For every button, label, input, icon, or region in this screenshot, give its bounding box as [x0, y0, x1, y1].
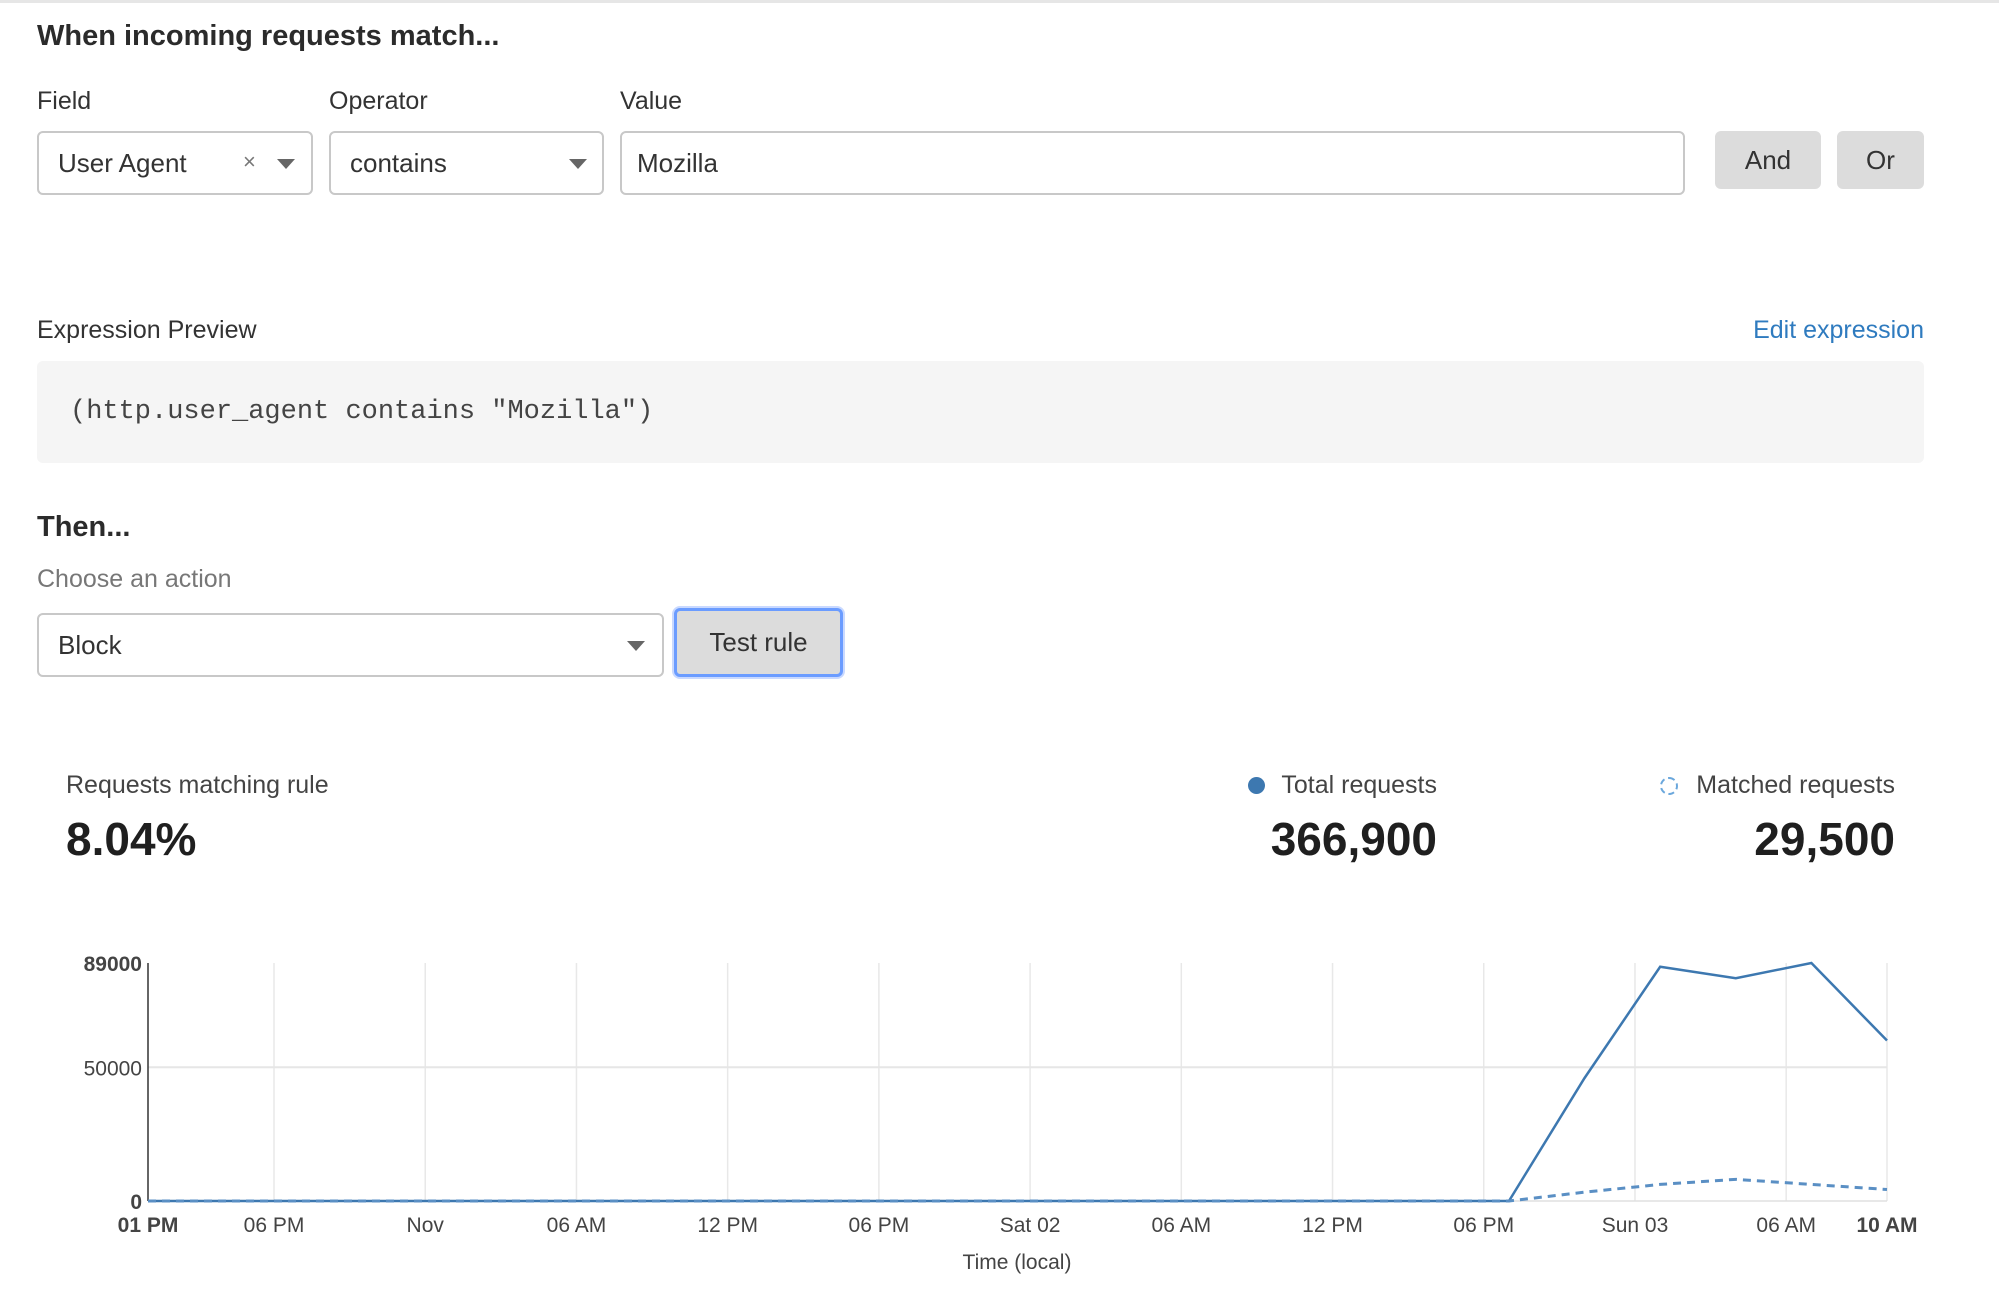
- matched-requests-legend: Matched requests: [1660, 771, 1895, 800]
- x-tick-label: 06 AM: [1756, 1214, 1816, 1237]
- chevron-down-icon: [569, 159, 587, 169]
- x-tick-label: 06 PM: [244, 1214, 305, 1237]
- operator-select-value: contains: [350, 147, 447, 178]
- total-requests-value: 366,900: [1270, 813, 1437, 865]
- value-label: Value: [620, 87, 683, 115]
- x-tick-label: 06 PM: [849, 1214, 910, 1237]
- total-requests-legend: Total requests: [1248, 771, 1437, 800]
- condition-heading: When incoming requests match...: [37, 20, 500, 52]
- or-button[interactable]: Or: [1837, 131, 1924, 189]
- operator-label: Operator: [329, 87, 428, 115]
- action-heading: Then...: [37, 511, 131, 543]
- clear-icon[interactable]: ×: [243, 149, 256, 174]
- matched-requests-line: [148, 1177, 1888, 1203]
- matching-value: 8.04%: [66, 813, 197, 865]
- dashed-circle-icon: [1660, 776, 1679, 795]
- x-tick-label: 01 PM: [118, 1214, 179, 1237]
- x-tick-label: 12 PM: [1302, 1214, 1363, 1237]
- expression-code: (http.user_agent contains "Mozilla"): [70, 397, 654, 427]
- x-tick-label: 10 AM: [1856, 1214, 1917, 1237]
- solid-dot-icon: [1248, 777, 1266, 794]
- field-select-value: User Agent: [58, 147, 187, 178]
- matched-requests-label: Matched requests: [1696, 771, 1895, 799]
- value-input[interactable]: Mozilla: [620, 131, 1685, 195]
- x-axis-label: Time (local): [963, 1251, 1072, 1274]
- value-input-text: Mozilla: [637, 147, 718, 178]
- chevron-down-icon: [277, 159, 295, 169]
- matched-requests-value: 29,500: [1754, 813, 1895, 865]
- action-select-value: Block: [58, 629, 122, 660]
- x-tick-label: Nov: [407, 1214, 445, 1237]
- expression-preview: (http.user_agent contains "Mozilla"): [37, 361, 1924, 463]
- and-button[interactable]: And: [1715, 131, 1821, 189]
- field-select[interactable]: User Agent ×: [37, 131, 313, 195]
- x-tick-label: 12 PM: [697, 1214, 758, 1237]
- action-label: Choose an action: [37, 565, 232, 593]
- total-requests-label: Total requests: [1281, 771, 1437, 799]
- requests-chart: 01 PM 06 PM Nov 06 AM 12 PM 06 PM Sat 02 06 AM 1…: [84, 953, 1918, 1274]
- matching-label: Requests matching rule: [66, 771, 329, 799]
- top-divider: [0, 0, 1999, 3]
- x-tick-label: Sun 03: [1602, 1214, 1669, 1237]
- operator-select[interactable]: contains: [329, 131, 604, 195]
- x-tick-label: 06 AM: [547, 1214, 607, 1237]
- x-tick-label: Sat 02: [1000, 1214, 1061, 1237]
- y-tick-label: 50000: [84, 1057, 142, 1080]
- expression-preview-label: Expression Preview: [37, 316, 257, 344]
- x-tick-label: 06 PM: [1453, 1214, 1514, 1237]
- action-select[interactable]: Block: [37, 613, 664, 677]
- test-rule-button[interactable]: Test rule: [674, 608, 843, 677]
- total-requests-line: [148, 961, 1888, 1203]
- y-tick-label: 89000: [84, 953, 142, 976]
- x-tick-label: 06 AM: [1152, 1214, 1212, 1237]
- chevron-down-icon: [627, 641, 645, 651]
- field-label: Field: [37, 87, 92, 115]
- edit-expression-link[interactable]: Edit expression: [1753, 316, 1924, 344]
- y-tick-label: 0: [130, 1191, 142, 1214]
